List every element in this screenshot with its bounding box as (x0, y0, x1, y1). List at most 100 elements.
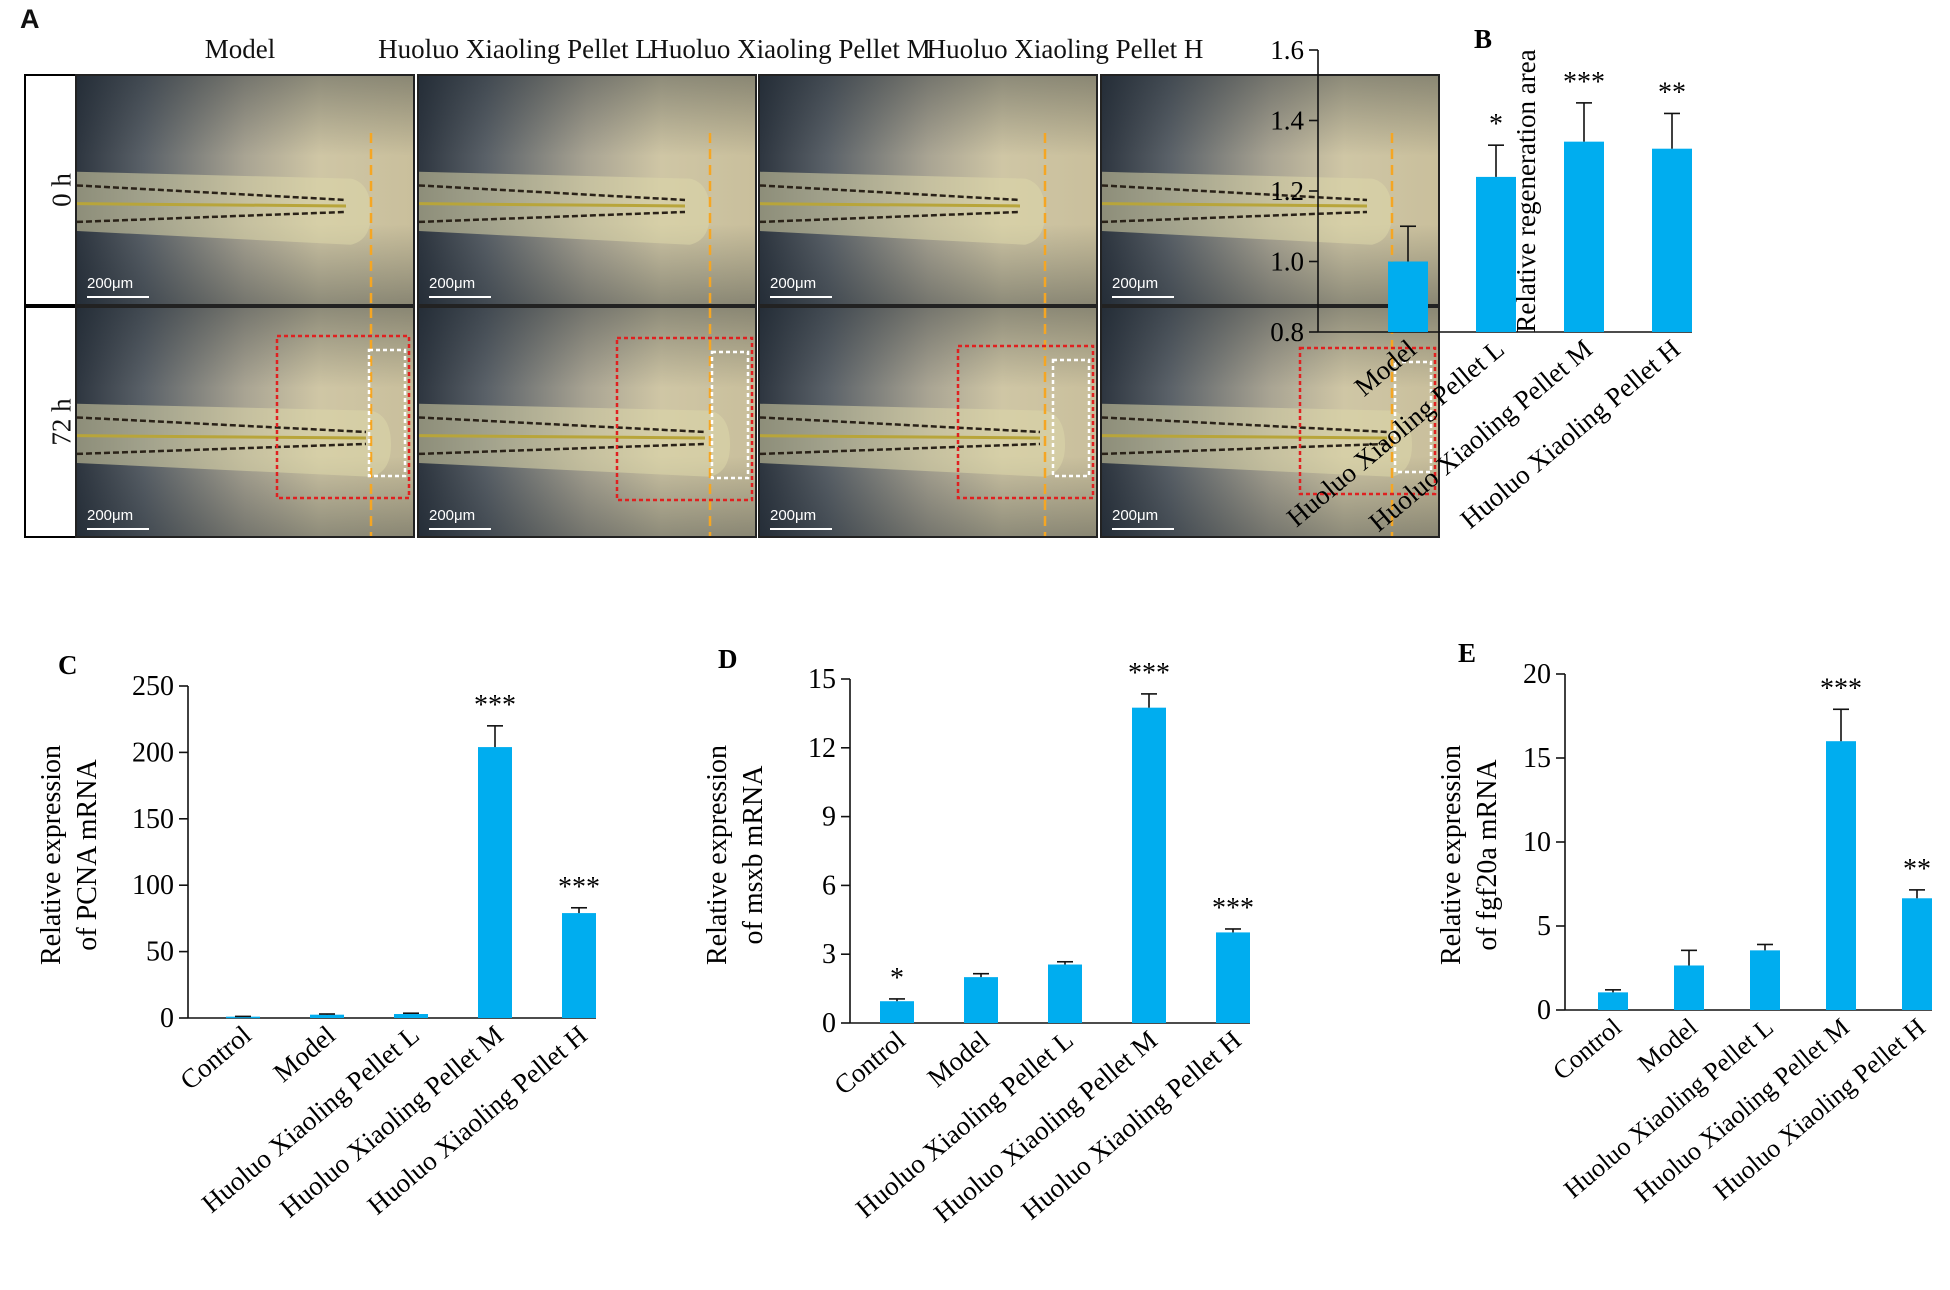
chart-e-bar (1598, 992, 1628, 1010)
chart-d-y-tick-label: 0 (822, 1008, 836, 1039)
chart-c-panel-letter: C (58, 650, 78, 680)
chart-c-bar (562, 913, 596, 1018)
scale-label: 200μm (429, 275, 476, 292)
scale-bar (770, 528, 832, 530)
micrograph-72h-pellet-m: 200μm (758, 306, 1098, 538)
chart-d-category-label: Control (828, 1025, 910, 1101)
chart-d-y-tick-label: 15 (808, 664, 836, 695)
chart-d-y-tick-label: 3 (822, 939, 836, 970)
chart-d-y-tick-label: 12 (808, 733, 836, 764)
scale-bar (429, 296, 491, 298)
chart-e-significance-label: *** (1820, 673, 1862, 704)
chart-c-y-tick-label: 250 (132, 671, 174, 702)
blastema-box (1051, 358, 1091, 478)
chart-e-category-label: Control (1547, 1012, 1627, 1085)
chart-b-bar (1652, 148, 1692, 332)
chart-b-bar (1388, 261, 1428, 332)
micrograph-0h-pellet-m: 200μm (758, 74, 1098, 306)
chart-c-bar (226, 1016, 260, 1019)
chart-c-bar (310, 1014, 344, 1018)
chart-c-y-tick-label: 50 (146, 937, 174, 968)
chart-c-y-axis-label: Relative expression (36, 745, 67, 965)
chart-c-y-tick-label: 0 (160, 1003, 174, 1034)
scale-bar (87, 296, 149, 298)
chart-e-bar (1750, 950, 1780, 1010)
chart-c-significance-label: *** (474, 690, 516, 721)
chart-d-significance-label: * (890, 963, 904, 994)
chart-b-bar (1476, 176, 1516, 332)
scale-label: 200μm (429, 507, 476, 524)
chart-e-bar (1674, 965, 1704, 1010)
chart-e-y-tick-label: 15 (1523, 743, 1551, 774)
chart-b-significance-label: ** (1658, 77, 1686, 108)
scale-bar (1112, 296, 1174, 298)
chart-e-bar (1902, 898, 1932, 1010)
scale-label: 200μm (1112, 275, 1159, 292)
column-label-pellet-h: Huoluo Xiaoling Pellet H (926, 34, 1204, 64)
chart-c-category-label: Model (268, 1020, 341, 1088)
scale-bar (429, 528, 491, 530)
scale-label: 200μm (87, 275, 134, 292)
chart-c-y-tick-label: 100 (132, 870, 174, 901)
chart-b-y-tick-label: 1.6 (1270, 35, 1304, 65)
chart-b-significance-label: * (1489, 109, 1503, 140)
chart-e-y-tick-label: 20 (1523, 659, 1551, 690)
regeneration-region-box (275, 334, 411, 500)
chart-e-bar (1826, 741, 1856, 1010)
micrograph-72h-pellet-l: 200μm (417, 306, 757, 538)
chart-c-bar (478, 747, 512, 1018)
scale-label: 200μm (770, 275, 817, 292)
chart-d-y-axis-label: of msxb mRNA (738, 765, 769, 945)
chart-c-y-axis-label: of PCNA mRNA (72, 759, 103, 951)
column-label-model: Model (204, 34, 276, 64)
chart-d-y-tick-label: 6 (822, 870, 836, 901)
blastema-box (367, 348, 407, 478)
chart-d-panel-letter: D (718, 644, 738, 674)
blastema-box (710, 350, 750, 480)
chart-b-y-tick-label: 1.0 (1270, 247, 1304, 277)
chart-e-y-axis-label: of fgf20a mRNA (1472, 759, 1503, 951)
chart-c-significance-label: *** (558, 872, 600, 903)
chart-b-panel-letter: B (1474, 24, 1492, 54)
chart-d-bar (1132, 707, 1166, 1023)
chart-c-y-tick-label: 150 (132, 804, 174, 835)
chart-e-y-tick-label: 0 (1537, 995, 1551, 1026)
chart-d-significance-label: *** (1212, 893, 1254, 924)
column-label-pellet-m: Huoluo Xiaoling Pellet M (649, 34, 931, 64)
chart-c-category-label: Control (174, 1020, 256, 1096)
chart-d-bar (1048, 964, 1082, 1023)
chart-d-bar (964, 977, 998, 1023)
scale-label: 200μm (1112, 507, 1159, 524)
chart-b-category-label: Model (1349, 334, 1422, 402)
chart-d-y-axis-label: Relative expression (702, 745, 733, 965)
micrograph-0h-model: 200μm (75, 74, 415, 306)
chart-d-bar (880, 1001, 914, 1023)
column-label-pellet-l: Huoluo Xiaoling Pellet L (378, 34, 652, 64)
scale-bar (87, 528, 149, 530)
micrograph-0h-pellet-h: 200μm (1100, 74, 1440, 306)
chart-d-category-label: Model (922, 1025, 995, 1093)
chart-c-y-tick-label: 200 (132, 737, 174, 768)
regeneration-region-box (615, 336, 754, 502)
chart-b-y-tick-label: 0.8 (1270, 317, 1304, 347)
regeneration-region-box (956, 344, 1095, 500)
chart-d-significance-label: *** (1128, 658, 1170, 689)
chart-b-y-tick-label: 1.2 (1270, 176, 1304, 206)
chart-b-y-tick-label: 1.4 (1270, 106, 1304, 136)
chart-d-y-tick-label: 9 (822, 802, 836, 833)
chart-e-y-tick-label: 10 (1523, 827, 1551, 858)
scale-bar (1112, 528, 1174, 530)
panel-a-letter: A (20, 4, 40, 34)
chart-c-bar (394, 1014, 428, 1018)
scale-bar (770, 296, 832, 298)
chart-e-panel-letter: E (1458, 638, 1476, 668)
chart-b-significance-label: *** (1563, 67, 1605, 98)
micrograph-72h-pellet-h: 200μm (1100, 306, 1440, 538)
blastema-box (1393, 360, 1433, 474)
scale-label: 200μm (770, 507, 817, 524)
chart-d-bar (1216, 932, 1250, 1023)
chart-e-y-axis-label: Relative expression (1436, 745, 1467, 965)
chart-b-bar (1564, 141, 1604, 332)
scale-label: 200μm (87, 507, 134, 524)
micrograph-0h-pellet-l: 200μm (417, 74, 757, 306)
